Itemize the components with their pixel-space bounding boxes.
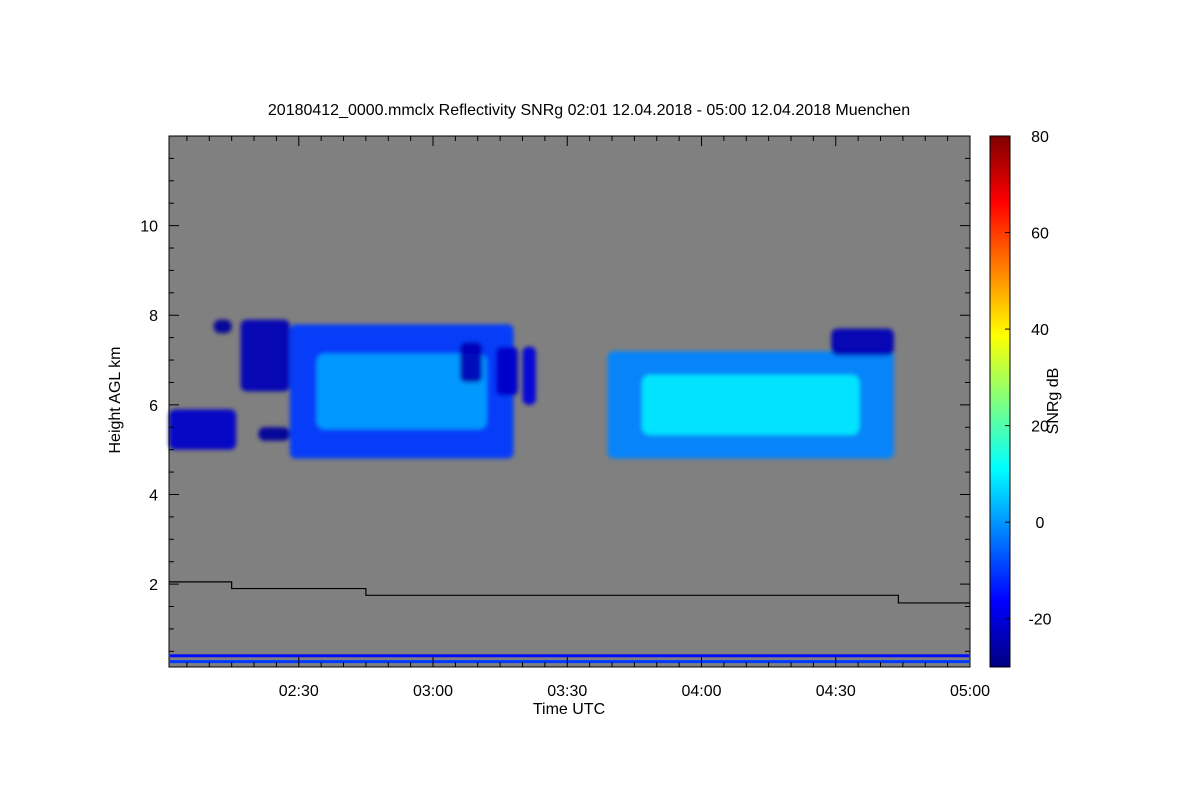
y-tick-label: 2	[149, 577, 158, 594]
colorbar	[989, 135, 1011, 668]
y-tick-label: 8	[149, 308, 158, 325]
cloud-region	[607, 351, 894, 459]
colorbar-tick-label: 40	[1031, 322, 1049, 339]
x-axis-label: Time UTC	[533, 701, 605, 718]
y-axis-ticks: 2 4 6 8 10	[140, 135, 970, 652]
colorbar-tick-label: 20	[1031, 419, 1049, 436]
colorbar-tick-label: 80	[1031, 129, 1049, 146]
colorbar-tick-label: -20	[1028, 612, 1051, 629]
cloud-region	[213, 319, 232, 334]
plot-frame	[168, 135, 971, 668]
colorbar-ticks: -20 0 20 40 60 80	[1005, 129, 1052, 629]
colorbar-tick-label: 0	[1036, 515, 1045, 532]
x-tick-label: 02:30	[279, 683, 319, 700]
y-tick-label: 6	[149, 398, 158, 415]
chart-title: 20180412_0000.mmclx Reflectivity SNRg 02…	[268, 102, 910, 119]
ground-clutter	[170, 654, 969, 664]
cloud-region	[522, 346, 536, 405]
cloud-region	[495, 346, 519, 396]
cloud-region	[240, 319, 290, 392]
cloud-region	[258, 427, 290, 441]
colorbar-tick-label: 60	[1031, 226, 1049, 243]
x-tick-label: 04:00	[681, 683, 721, 700]
cloud-region	[289, 324, 514, 459]
x-axis-ticks: 02:30 03:00 03:30 04:00 04:30 05:00	[186, 136, 990, 700]
colorbar-label: SNRg dB	[1045, 368, 1062, 435]
clutter-band	[170, 660, 969, 664]
cloud-region	[169, 409, 237, 450]
x-tick-label: 04:30	[816, 683, 856, 700]
x-tick-label: 03:00	[413, 683, 453, 700]
cloud-echoes	[169, 319, 894, 459]
x-tick-label: 03:30	[547, 683, 587, 700]
y-tick-label: 10	[140, 219, 158, 236]
y-tick-label: 4	[149, 487, 158, 504]
x-tick-label: 05:00	[950, 683, 990, 700]
cloud-region	[831, 328, 894, 356]
clutter-band	[170, 654, 969, 658]
boundary-layer-line	[169, 581, 970, 604]
y-axis-label: Height AGL km	[107, 346, 124, 453]
cloud-region	[459, 342, 483, 383]
